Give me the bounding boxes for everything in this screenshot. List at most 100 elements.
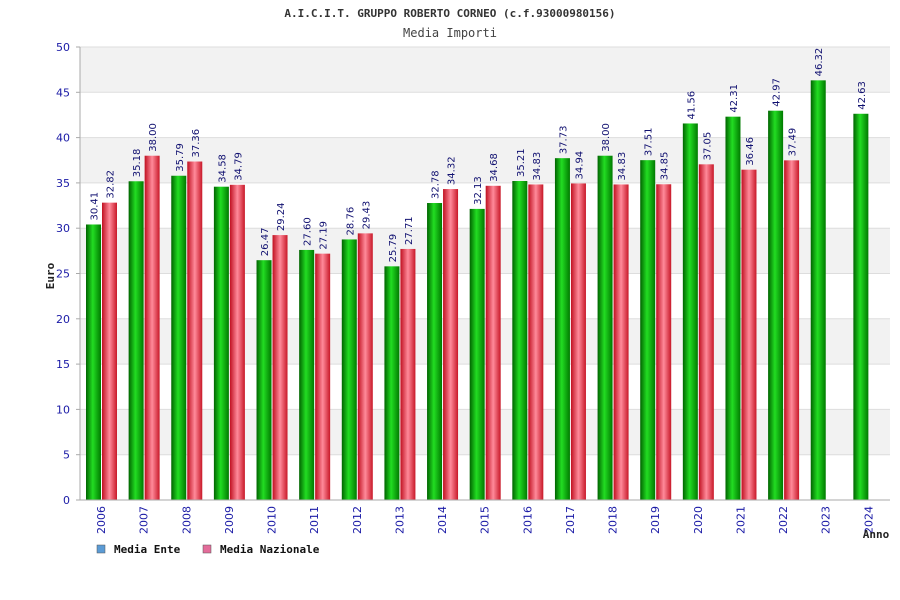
bar-media-ente-2007 bbox=[128, 181, 144, 500]
data-label-media-nazionale-2011: 27.19 bbox=[319, 221, 330, 250]
legend-label-media-nazionale: Media Nazionale bbox=[220, 543, 320, 556]
data-label-media-ente-2019: 37.51 bbox=[644, 128, 655, 157]
legend: Media Ente Media Nazionale bbox=[96, 543, 320, 556]
data-label-media-ente-2015: 32.13 bbox=[473, 176, 484, 205]
x-axis-label: Anno bbox=[863, 528, 890, 541]
bar-media-nazionale-2009 bbox=[229, 184, 245, 500]
data-label-media-nazionale-2016: 34.83 bbox=[532, 152, 543, 181]
data-label-media-nazionale-2006: 32.82 bbox=[106, 170, 117, 199]
data-label-media-ente-2006: 30.41 bbox=[90, 192, 101, 221]
data-label-media-nazionale-2018: 34.83 bbox=[617, 152, 628, 181]
data-label-media-nazionale-2012: 29.43 bbox=[361, 201, 372, 230]
data-label-media-ente-2022: 42.97 bbox=[772, 78, 783, 107]
bar-media-nazionale-2008 bbox=[187, 161, 203, 500]
y-tick-label: 15 bbox=[56, 358, 70, 371]
bar-media-nazionale-2007 bbox=[144, 155, 160, 500]
bar-media-nazionale-2011 bbox=[315, 253, 331, 500]
y-tick-label: 45 bbox=[56, 86, 70, 99]
x-tick-label-2011: 2011 bbox=[308, 506, 321, 534]
data-label-media-nazionale-2007: 38.00 bbox=[148, 123, 159, 152]
bar-media-ente-2016 bbox=[512, 180, 528, 500]
data-label-media-ente-2023: 46.32 bbox=[814, 48, 825, 77]
x-tick-label-2014: 2014 bbox=[436, 506, 449, 534]
data-label-media-ente-2021: 42.31 bbox=[729, 84, 740, 113]
bar-media-ente-2014 bbox=[427, 203, 443, 501]
data-label-media-ente-2009: 34.58 bbox=[217, 154, 228, 183]
bar-media-nazionale-2021 bbox=[741, 169, 757, 500]
data-label-media-nazionale-2008: 37.36 bbox=[191, 129, 202, 158]
bar-media-ente-2012 bbox=[341, 239, 357, 501]
data-label-media-nazionale-2015: 34.68 bbox=[489, 153, 500, 182]
y-tick-label: 35 bbox=[56, 177, 70, 190]
bar-media-nazionale-2017 bbox=[570, 183, 586, 500]
x-tick-label-2009: 2009 bbox=[223, 506, 236, 534]
bar-media-ente-2020 bbox=[682, 123, 698, 500]
bar-media-nazionale-2019 bbox=[656, 184, 672, 500]
x-tick-label-2015: 2015 bbox=[479, 506, 492, 534]
data-label-media-ente-2012: 28.76 bbox=[345, 207, 356, 236]
chart-title: A.I.C.I.T. GRUPPO ROBERTO CORNEO (c.f.93… bbox=[284, 7, 615, 20]
x-tick-label-2021: 2021 bbox=[734, 506, 747, 534]
data-label-media-nazionale-2010: 29.24 bbox=[276, 202, 287, 231]
data-labels: 30.41 32.82 35.18 38.00 35.79 37.36 34.58 34.79… bbox=[90, 48, 868, 263]
y-tick-label: 5 bbox=[63, 449, 70, 462]
x-tick-label-2013: 2013 bbox=[393, 506, 406, 534]
x-tick-label-2020: 2020 bbox=[692, 506, 705, 534]
x-tick-label-2008: 2008 bbox=[180, 506, 193, 534]
x-tick-label-2023: 2023 bbox=[820, 506, 833, 534]
data-label-media-nazionale-2017: 34.94 bbox=[574, 151, 585, 180]
bar-media-ente-2017 bbox=[554, 158, 570, 500]
y-tick-label: 0 bbox=[63, 494, 70, 507]
bar-media-ente-2018 bbox=[597, 155, 613, 500]
bar-media-ente-2022 bbox=[768, 110, 784, 500]
data-label-media-nazionale-2021: 36.46 bbox=[745, 137, 756, 166]
data-label-media-ente-2013: 25.79 bbox=[388, 234, 399, 263]
bars bbox=[86, 80, 869, 501]
data-label-media-ente-2018: 38.00 bbox=[601, 123, 612, 152]
data-label-media-ente-2014: 32.78 bbox=[431, 170, 442, 199]
bar-media-ente-2009 bbox=[213, 186, 229, 500]
bar-media-ente-2008 bbox=[171, 175, 187, 500]
x-tick-label-2024: 2024 bbox=[862, 506, 875, 534]
data-label-media-nazionale-2022: 37.49 bbox=[788, 128, 799, 157]
bar-media-nazionale-2020 bbox=[698, 164, 714, 500]
bar-media-ente-2013 bbox=[384, 266, 400, 500]
bar-media-nazionale-2018 bbox=[613, 184, 629, 501]
x-tick-label-2012: 2012 bbox=[351, 506, 364, 534]
bar-media-ente-2010 bbox=[256, 260, 272, 500]
data-label-media-ente-2010: 26.47 bbox=[260, 228, 271, 257]
y-tick-label: 20 bbox=[56, 313, 70, 326]
data-label-media-ente-2011: 27.60 bbox=[303, 217, 314, 246]
bar-media-nazionale-2015 bbox=[485, 185, 501, 500]
x-tick-label-2010: 2010 bbox=[266, 506, 279, 534]
x-tick-label-2017: 2017 bbox=[564, 506, 577, 534]
plot-band bbox=[80, 92, 890, 138]
bar-media-nazionale-2012 bbox=[357, 233, 373, 500]
x-tick-label-2006: 2006 bbox=[95, 506, 108, 534]
legend-label-media-ente: Media Ente bbox=[114, 543, 181, 556]
y-tick-label: 10 bbox=[56, 403, 70, 416]
bar-media-nazionale-2022 bbox=[784, 160, 800, 500]
bar-media-nazionale-2016 bbox=[528, 184, 544, 501]
data-label-media-nazionale-2020: 37.05 bbox=[702, 132, 713, 161]
bar-media-ente-2023 bbox=[810, 80, 826, 501]
x-tick-label-2022: 2022 bbox=[777, 506, 790, 534]
y-axis-ticks: 0 5 10 15 20 25 30 35 40 45 50 bbox=[56, 41, 80, 507]
bar-media-ente-2019 bbox=[640, 160, 656, 500]
data-label-media-ente-2017: 37.73 bbox=[558, 126, 569, 155]
bar-media-ente-2011 bbox=[299, 249, 315, 500]
x-tick-label-2016: 2016 bbox=[521, 506, 534, 534]
data-label-media-nazionale-2014: 34.32 bbox=[447, 156, 458, 185]
bar-media-nazionale-2014 bbox=[443, 189, 459, 501]
y-tick-label: 25 bbox=[56, 268, 70, 281]
plot-band bbox=[80, 47, 890, 93]
y-tick-label: 40 bbox=[56, 132, 70, 145]
data-label-media-nazionale-2019: 34.85 bbox=[660, 152, 671, 181]
bar-media-nazionale-2013 bbox=[400, 248, 416, 500]
bar-media-ente-2021 bbox=[725, 116, 741, 501]
legend-swatch-media-nazionale bbox=[202, 544, 212, 554]
data-label-media-ente-2020: 41.56 bbox=[686, 91, 697, 120]
bar-media-nazionale-2010 bbox=[272, 235, 288, 500]
y-tick-label: 30 bbox=[56, 222, 70, 235]
